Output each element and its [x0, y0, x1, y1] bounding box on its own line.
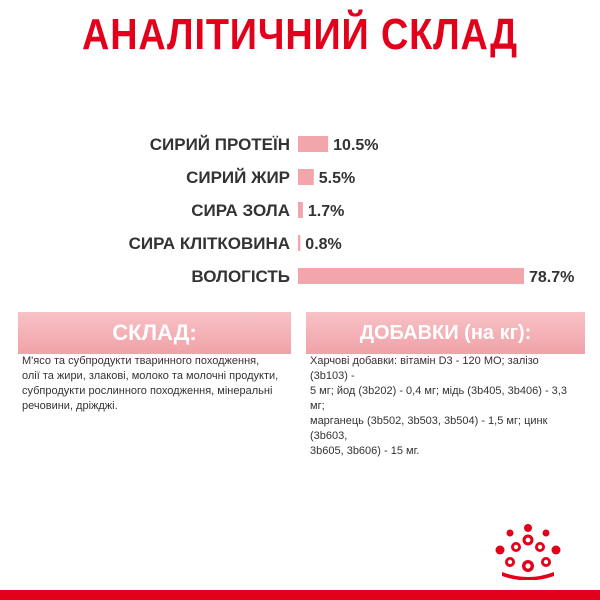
bar-label: СИРА ЗОЛА — [191, 201, 290, 220]
composition-heading: СКЛАД: — [18, 312, 291, 354]
nutrient-bar-chart: СИРИЙ ПРОТЕЇН 10.5% СИРИЙ ЖИР 5.5% СИРА ЗОЛА… — [129, 135, 575, 286]
bar — [298, 202, 303, 218]
bar-value-label: 78.7% — [529, 269, 574, 286]
brand-footer-bar — [0, 590, 600, 600]
bar — [298, 235, 301, 251]
composition-text: М'ясо та субпродукти тваринного походжен… — [22, 355, 279, 412]
bar-value-label: 0.8% — [305, 236, 341, 253]
bar — [298, 268, 524, 284]
bar-label: СИРА КЛІТКОВИНА — [129, 234, 290, 253]
additives-text: Харчові добавки: вітамін D3 - 120 МО; за… — [310, 355, 567, 457]
bar-label: СИРИЙ ПРОТЕЇН — [150, 135, 290, 154]
additives-heading: ДОБАВКИ (на кг): — [306, 312, 585, 354]
royal-canin-crown-icon — [495, 524, 561, 580]
bar — [298, 169, 314, 185]
bar-value-label: 5.5% — [319, 170, 355, 187]
bar-label: ВОЛОГІСТЬ — [191, 267, 290, 286]
bar-value-label: 10.5% — [333, 137, 378, 154]
bar — [298, 136, 329, 152]
page-title: АНАЛІТИЧНИЙ СКЛАД — [82, 10, 518, 59]
bar-label: СИРИЙ ЖИР — [186, 168, 290, 187]
bar-value-label: 1.7% — [308, 203, 344, 220]
